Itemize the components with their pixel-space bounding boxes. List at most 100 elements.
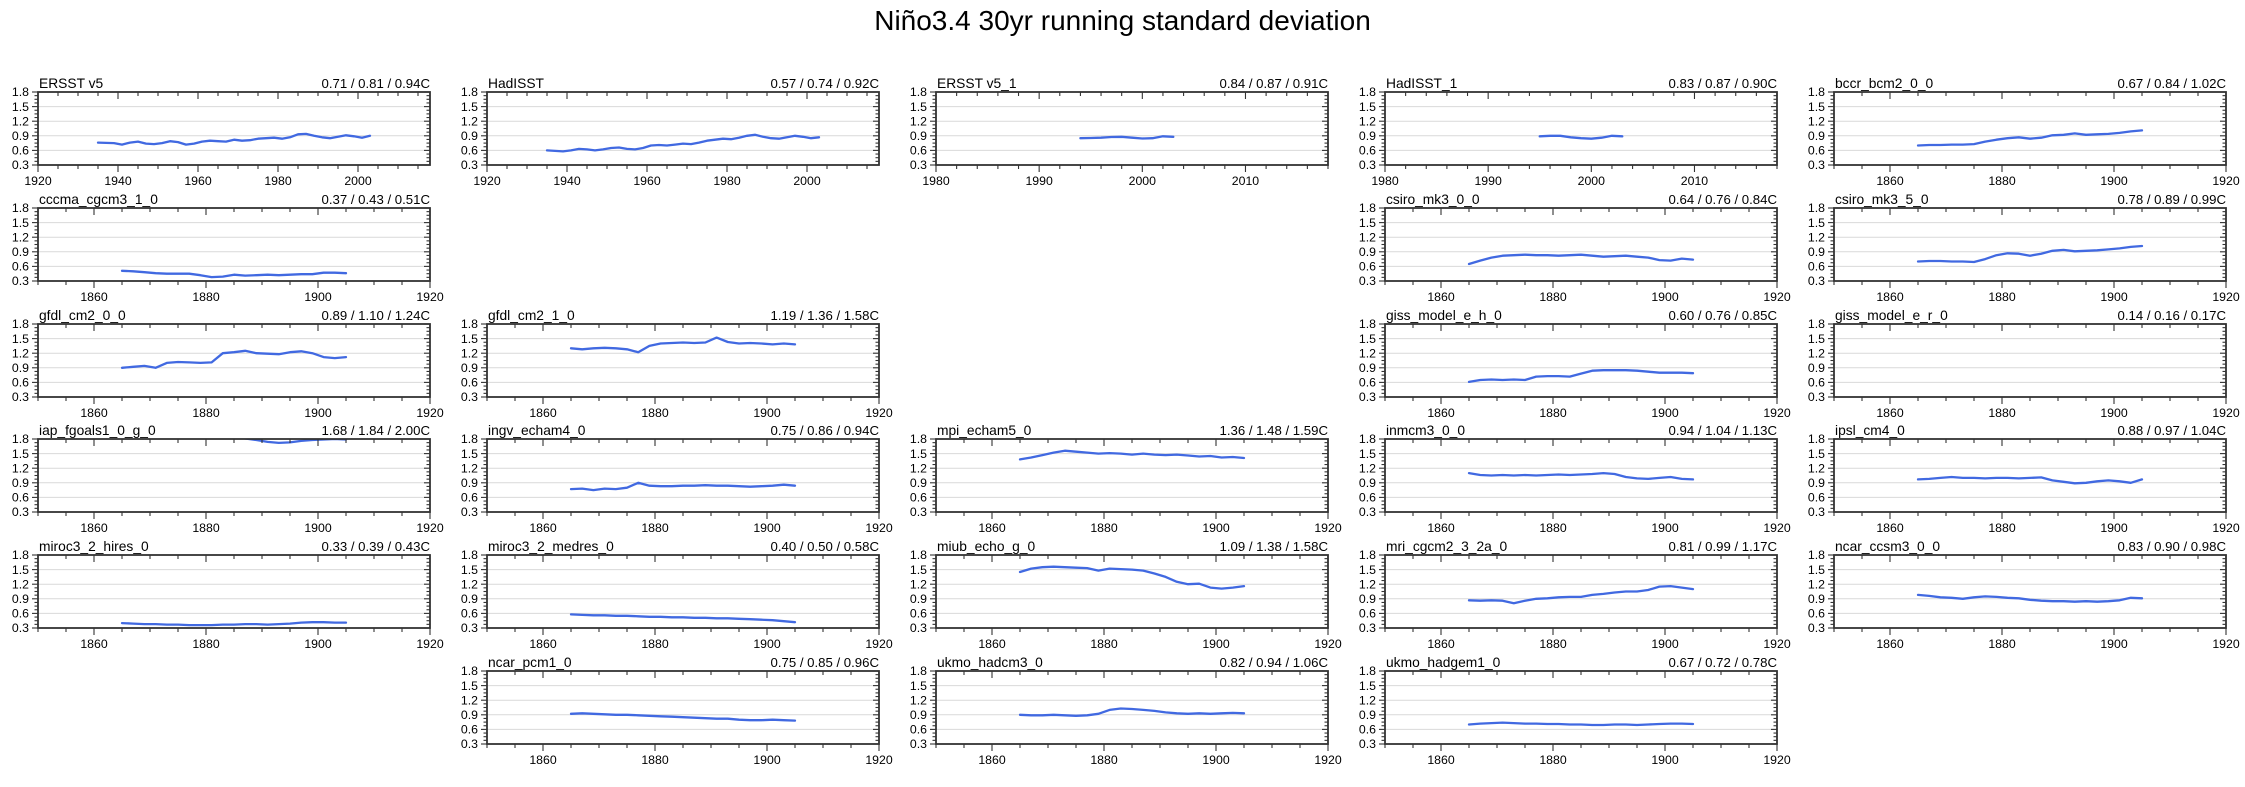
y-tick-label: 0.3 bbox=[910, 158, 927, 172]
x-tick-label: 1860 bbox=[1876, 174, 1904, 188]
y-tick-label: 1.5 bbox=[461, 447, 478, 461]
y-tick-label: 0.6 bbox=[1359, 376, 1376, 390]
x-tick-label: 1940 bbox=[553, 174, 581, 188]
panel-stats: 0.60 / 0.76 / 0.85C bbox=[1668, 308, 1777, 323]
panel-title: ncar_ccsm3_0_0 bbox=[1835, 539, 1940, 554]
x-tick-label: 1880 bbox=[1988, 637, 2016, 651]
plot-frame bbox=[37, 207, 431, 282]
plot-frame bbox=[486, 438, 880, 513]
panel-stats: 0.83 / 0.87 / 0.90C bbox=[1668, 76, 1777, 91]
data-line bbox=[239, 439, 348, 445]
y-tick-label: 1.5 bbox=[12, 100, 29, 114]
x-tick-label: 1880 bbox=[1988, 290, 2016, 304]
panel-plot: 0.30.60.91.21.51.8 1860 1880 1900 1920 ukmo_h… bbox=[1359, 655, 1791, 767]
y-tick-label: 0.9 bbox=[461, 708, 478, 722]
x-tick-label: 1920 bbox=[2212, 406, 2240, 420]
panel-plot: 0.30.60.91.21.51.8 1860 1880 1900 1920 miroc3… bbox=[12, 539, 444, 651]
y-tick-label: 0.3 bbox=[1359, 390, 1376, 404]
y-tick-label: 0.3 bbox=[461, 505, 478, 519]
y-tick-label: 1.5 bbox=[12, 332, 29, 346]
x-tick-label: 1860 bbox=[529, 753, 557, 767]
data-line bbox=[1079, 135, 1175, 140]
y-tick-label: 1.2 bbox=[1359, 461, 1376, 475]
x-tick-label: 1900 bbox=[2100, 406, 2128, 420]
panel-title: iap_fgoals1_0_g_0 bbox=[39, 423, 156, 438]
y-tick-label: 0.3 bbox=[461, 158, 478, 172]
x-tick-label: 1920 bbox=[1314, 637, 1342, 651]
x-tick-label: 1920 bbox=[1763, 290, 1791, 304]
y-tick-label: 0.6 bbox=[1359, 491, 1376, 505]
plot-frame bbox=[935, 670, 1329, 745]
x-tick-label: 1880 bbox=[1539, 637, 1567, 651]
x-tick-label: 1900 bbox=[304, 637, 332, 651]
x-tick-label: 1880 bbox=[1539, 753, 1567, 767]
x-tick-label: 1860 bbox=[529, 406, 557, 420]
y-tick-label: 0.3 bbox=[461, 621, 478, 635]
y-tick-label: 0.9 bbox=[910, 592, 927, 606]
x-tick-label: 1880 bbox=[1090, 637, 1118, 651]
panel-stats: 0.78 / 0.89 / 0.99C bbox=[2117, 192, 2226, 207]
y-tick-label: 0.9 bbox=[461, 361, 478, 375]
panel-stats: 0.88 / 0.97 / 1.04C bbox=[2117, 423, 2226, 438]
y-tick-label: 1.8 bbox=[1359, 664, 1376, 678]
y-tick-label: 0.9 bbox=[1808, 592, 1825, 606]
y-tick-label: 1.5 bbox=[1359, 216, 1376, 230]
panel-title: ncar_pcm1_0 bbox=[488, 655, 572, 670]
y-tick-label: 1.2 bbox=[12, 230, 29, 244]
data-line bbox=[1467, 721, 1695, 727]
x-tick-label: 1860 bbox=[1876, 637, 1904, 651]
y-tick-label: 0.9 bbox=[1808, 245, 1825, 259]
panel-plot: 0.30.60.91.21.51.8 1860 1880 1900 1920 ukmo_h… bbox=[910, 655, 1342, 767]
y-tick-label: 1.2 bbox=[1808, 461, 1825, 475]
y-tick-label: 0.6 bbox=[910, 723, 927, 737]
chart-panel-ukmo-hadgem1-0: 0.3 0.6 0.9 1.2 1.5 1.8 1860 1880 1900 1920 ukmo_h… bbox=[1347, 654, 1796, 770]
y-tick-label: 1.5 bbox=[461, 332, 478, 346]
chart-panel-csiro-mk3-5-0: 0.3 0.6 0.9 1.2 1.5 1.8 1860 1880 1900 1920 csiro_… bbox=[1796, 191, 2245, 307]
x-tick-label: 1880 bbox=[641, 521, 669, 535]
y-tick-label: 0.6 bbox=[1359, 144, 1376, 158]
x-tick-label: 1900 bbox=[1651, 290, 1679, 304]
x-tick-label: 1900 bbox=[753, 753, 781, 767]
panel-plot: 0.30.60.91.21.51.8 1860 1880 1900 1920 ncar_c… bbox=[1808, 539, 2240, 651]
y-tick-label: 0.6 bbox=[910, 144, 927, 158]
y-tick-label: 1.2 bbox=[1808, 577, 1825, 591]
panel-title: miroc3_2_hires_0 bbox=[39, 539, 149, 554]
y-tick-label: 0.9 bbox=[910, 476, 927, 490]
panel-plot: 0.30.60.91.21.51.8 1860 1880 1900 1920 gfdl_c… bbox=[12, 308, 444, 420]
y-tick-label: 0.6 bbox=[1808, 607, 1825, 621]
y-tick-label: 0.3 bbox=[910, 505, 927, 519]
y-tick-label: 1.2 bbox=[1359, 230, 1376, 244]
y-tick-label: 1.2 bbox=[910, 577, 927, 591]
y-tick-label: 1.8 bbox=[1808, 85, 1825, 99]
panel-stats: 0.75 / 0.86 / 0.94C bbox=[770, 423, 879, 438]
x-tick-label: 1880 bbox=[192, 290, 220, 304]
data-line bbox=[1916, 244, 2144, 264]
y-tick-label: 0.9 bbox=[1359, 708, 1376, 722]
data-line bbox=[1018, 565, 1246, 590]
y-tick-label: 0.9 bbox=[1359, 245, 1376, 259]
panel-stats: 0.14 / 0.16 / 0.17C bbox=[2117, 308, 2226, 323]
panel-title: gfdl_cm2_0_0 bbox=[39, 308, 126, 323]
y-tick-label: 0.9 bbox=[910, 708, 927, 722]
panel-stats: 0.37 / 0.43 / 0.51C bbox=[321, 192, 430, 207]
panel-title: ukmo_hadgem1_0 bbox=[1386, 655, 1501, 670]
y-tick-label: 1.8 bbox=[1808, 548, 1825, 562]
data-line bbox=[1467, 369, 1695, 384]
x-tick-label: 1980 bbox=[264, 174, 292, 188]
x-tick-label: 1860 bbox=[1876, 521, 1904, 535]
y-tick-label: 1.8 bbox=[910, 664, 927, 678]
y-tick-label: 0.6 bbox=[461, 607, 478, 621]
chart-panel-miroc3-2-medres-0: 0.3 0.6 0.9 1.2 1.5 1.8 1860 1880 1900 1920 miroc3… bbox=[449, 538, 898, 654]
y-tick-label: 1.2 bbox=[12, 346, 29, 360]
plot-frame bbox=[1833, 554, 2227, 629]
y-tick-label: 1.8 bbox=[461, 548, 478, 562]
chart-panel-giss-model-e-h-0: 0.3 0.6 0.9 1.2 1.5 1.8 1860 1880 1900 1920 giss_m… bbox=[1347, 307, 1796, 423]
y-tick-label: 0.9 bbox=[12, 129, 29, 143]
x-tick-label: 1860 bbox=[978, 521, 1006, 535]
y-tick-label: 0.9 bbox=[461, 129, 478, 143]
y-tick-label: 1.2 bbox=[1359, 346, 1376, 360]
chart-panel-gfdl-cm2-0-0: 0.3 0.6 0.9 1.2 1.5 1.8 1860 1880 1900 1920 gfdl_c… bbox=[0, 307, 449, 423]
y-tick-label: 0.6 bbox=[461, 491, 478, 505]
y-tick-label: 0.3 bbox=[1808, 621, 1825, 635]
plot-frame bbox=[37, 91, 431, 166]
